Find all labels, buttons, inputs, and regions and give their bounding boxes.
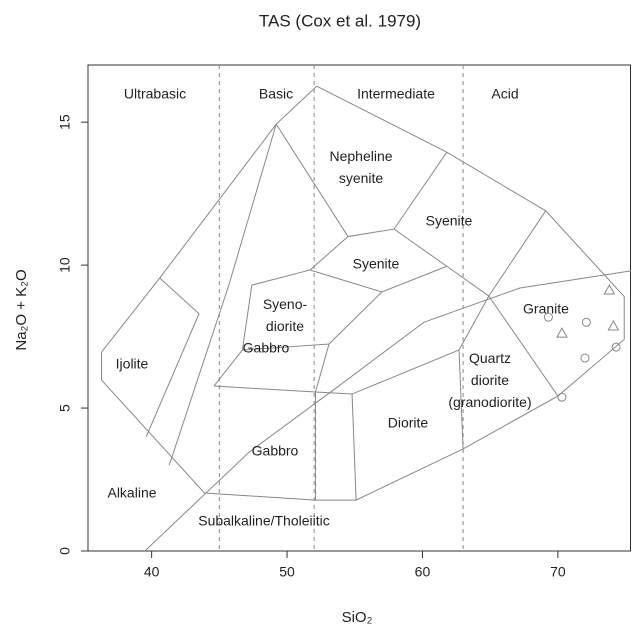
field-label: Diorite [388, 415, 429, 431]
y-tick-label: 10 [57, 257, 73, 273]
field-boundary [328, 291, 383, 345]
field-label: Syenite [353, 256, 400, 272]
field-label: Syenite [426, 213, 473, 229]
field-boundary [488, 295, 559, 397]
point [557, 392, 567, 402]
point [611, 342, 621, 352]
field-boundary [458, 350, 464, 449]
field-label: Granite [523, 301, 569, 317]
field-boundary [275, 123, 448, 238]
point [603, 283, 616, 295]
group-label: Basic [259, 86, 293, 102]
x-tick-label: 60 [415, 564, 431, 580]
plot-frame [87, 64, 631, 552]
field-label: Nepheline syenite [329, 148, 392, 186]
field-boundary [145, 277, 200, 437]
x-tick-label: 70 [550, 564, 566, 580]
group-label: Ultrabasic [124, 86, 186, 102]
field-boundary [393, 210, 547, 297]
field-label: Syeno-diorite [263, 296, 308, 334]
y-axis-label: Na₂O + K₂O [13, 269, 30, 350]
x-tick-label: 50 [279, 564, 295, 580]
field-label: Gabbro [243, 340, 290, 356]
chart-title: TAS (Cox et al. 1979) [259, 11, 421, 30]
x-axis-label: SiO₂ [342, 609, 373, 626]
group-label: Acid [491, 86, 518, 102]
point [543, 312, 553, 322]
x-tick-label: 40 [144, 564, 160, 580]
group-label: Intermediate [357, 86, 435, 102]
field-label: Gabbro [252, 443, 299, 459]
point [581, 317, 591, 327]
field-label: Subalkaline/Tholeiitic [198, 513, 330, 529]
point [607, 319, 620, 331]
point [580, 353, 590, 363]
field-boundary [242, 343, 330, 393]
field-label: Quartz diorite (granodiorite) [448, 350, 531, 410]
field-label: Alkaline [107, 485, 156, 501]
field-boundary [101, 85, 625, 501]
point [556, 327, 568, 338]
field-boundary [351, 394, 357, 501]
field-label: Ijolite [116, 356, 149, 372]
y-tick-label: 5 [57, 404, 73, 412]
y-tick-label: 15 [57, 114, 73, 130]
field-boundary [213, 236, 349, 387]
field-boundary [168, 124, 277, 466]
y-tick-label: 0 [57, 547, 73, 555]
field-boundary [144, 270, 632, 552]
